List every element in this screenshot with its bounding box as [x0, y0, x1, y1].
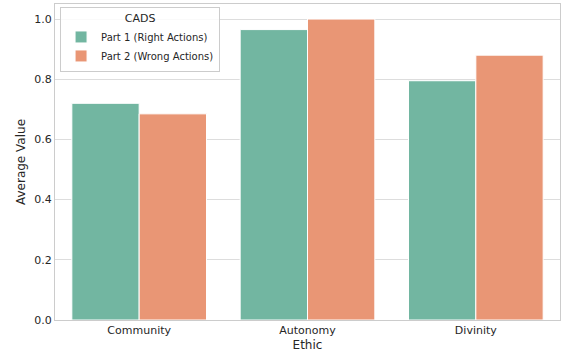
svg-text:0.6: 0.6: [34, 133, 52, 146]
svg-text:0.2: 0.2: [34, 254, 52, 267]
svg-text:Ethic: Ethic: [293, 338, 323, 352]
svg-text:Part 2 (Wrong Actions): Part 2 (Wrong Actions): [101, 51, 213, 62]
svg-text:Autonomy: Autonomy: [279, 324, 336, 337]
svg-text:Average Value: Average Value: [14, 119, 28, 205]
svg-text:0.0: 0.0: [34, 314, 52, 327]
svg-text:1.0: 1.0: [34, 13, 52, 26]
svg-text:0.4: 0.4: [34, 193, 52, 206]
svg-text:0.8: 0.8: [34, 73, 52, 86]
svg-text:CADS: CADS: [125, 12, 156, 25]
svg-text:Part 1 (Right Actions): Part 1 (Right Actions): [101, 32, 207, 43]
svg-text:Divinity: Divinity: [455, 324, 497, 337]
svg-text:Community: Community: [107, 324, 171, 337]
